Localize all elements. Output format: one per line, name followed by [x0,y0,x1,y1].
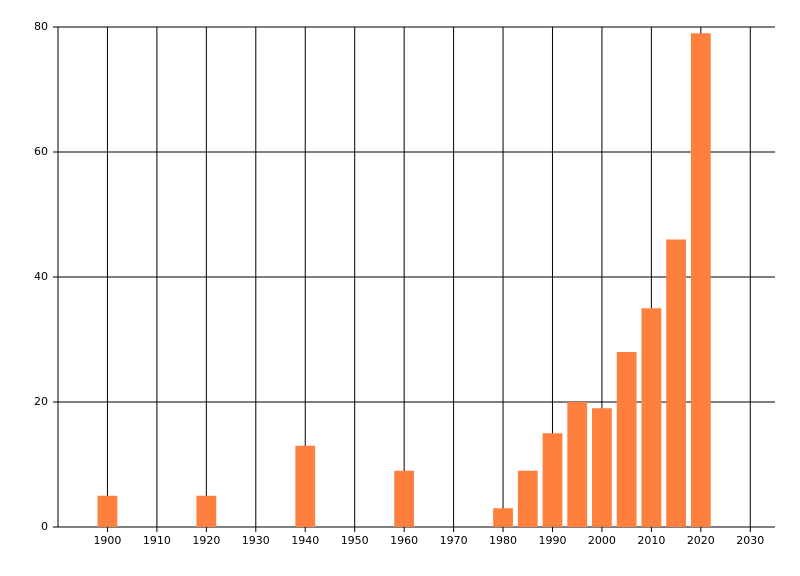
x-tick-label: 2000 [588,534,616,547]
bar [616,352,637,527]
x-tick-label: 1940 [291,534,319,547]
y-tick-label: 40 [34,270,48,283]
bar [542,433,563,527]
x-tick-label: 1920 [192,534,220,547]
x-tick-label: 1930 [242,534,270,547]
bar [641,308,662,527]
x-tick-label: 1990 [538,534,566,547]
bar [295,445,316,527]
y-tick-label: 80 [34,20,48,33]
y-tick-label: 20 [34,395,48,408]
bar [690,33,711,527]
x-tick-label: 1910 [143,534,171,547]
bar [493,508,513,527]
x-tick-label: 1960 [390,534,418,547]
x-tick-label: 1950 [341,534,369,547]
bar [196,495,217,527]
bar [517,470,538,527]
bar [97,495,118,527]
bar [666,239,686,527]
x-tick-label: 1980 [489,534,517,547]
x-tick-label: 2030 [736,534,764,547]
bar [567,402,588,527]
bar [394,470,415,527]
x-tick-label: 2010 [637,534,665,547]
y-tick-label: 60 [34,145,48,158]
y-tick-label: 0 [41,520,48,533]
bar [592,408,612,527]
x-tick-label: 2020 [687,534,715,547]
x-tick-label: 1900 [93,534,121,547]
x-tick-label: 1970 [440,534,468,547]
